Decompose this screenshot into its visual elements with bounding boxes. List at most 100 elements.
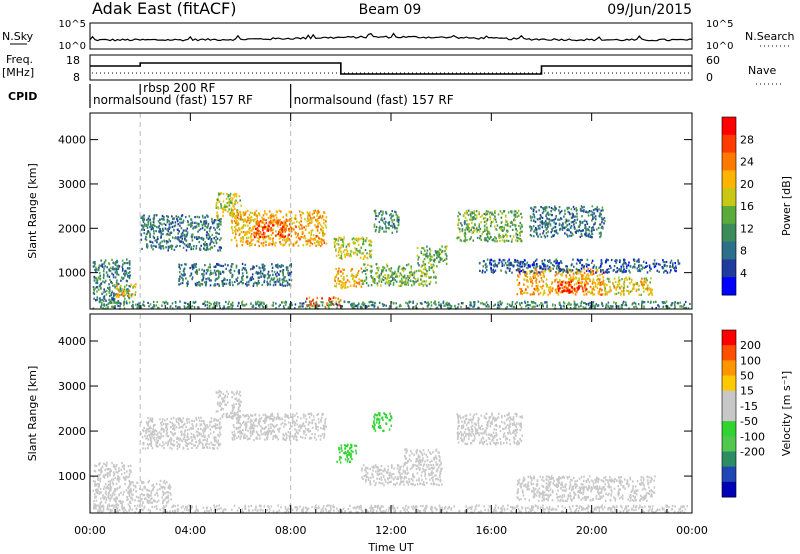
data-cell: [554, 225, 556, 229]
data-cell: [580, 300, 583, 303]
data-cell: [103, 261, 106, 264]
data-cell: [556, 286, 559, 289]
data-cell: [116, 293, 119, 296]
data-cell: [661, 266, 663, 269]
data-cell: [179, 244, 181, 248]
data-cell: [101, 265, 104, 268]
data-cell: [188, 306, 191, 309]
data-cell: [278, 279, 281, 282]
data-cell: [334, 285, 336, 288]
data-cell: [256, 226, 259, 229]
data-cell: [417, 262, 419, 265]
data-cell: [273, 242, 275, 245]
data-cell: [352, 237, 355, 240]
data-cell: [381, 278, 384, 281]
data-cell: [334, 279, 336, 283]
data-cell: [236, 220, 238, 223]
data-cell: [573, 303, 576, 306]
data-cell: [617, 291, 620, 294]
data-cell: [614, 293, 616, 296]
data-cell: [501, 229, 504, 232]
data-cell: [268, 242, 271, 245]
data-cell: [392, 226, 394, 229]
data-cell: [530, 234, 533, 237]
data-cell: [636, 267, 639, 270]
data-cell: [122, 263, 124, 266]
data-cell: [92, 261, 95, 264]
data-cell: [109, 486, 112, 489]
data-cell: [191, 235, 194, 238]
data-cell: [205, 277, 207, 281]
data-cell: [118, 499, 120, 503]
data-cell: [262, 226, 264, 229]
data-cell: [519, 263, 521, 266]
data-cell: [176, 220, 179, 223]
data-cell: [116, 287, 119, 290]
data-cell: [604, 293, 607, 296]
data-cell: [313, 238, 315, 241]
data-cell: [308, 296, 311, 299]
data-cell: [293, 228, 295, 231]
data-cell: [613, 277, 616, 280]
data-cell: [321, 217, 323, 220]
data-cell: [557, 218, 559, 221]
data-cell: [495, 264, 497, 267]
data-cell: [620, 270, 623, 273]
data-cell: [327, 302, 329, 305]
data-cell: [474, 214, 476, 217]
data-cell: [533, 271, 536, 274]
data-cell: [619, 287, 621, 290]
data-cell: [178, 265, 180, 269]
data-cell: [213, 226, 215, 229]
data-cell: [391, 215, 393, 218]
data-cell: [555, 229, 558, 232]
data-cell: [423, 268, 425, 271]
data-cell: [245, 303, 248, 306]
data-cell: [333, 245, 336, 248]
data-cell: [328, 304, 330, 307]
data-cell: [283, 236, 285, 239]
data-cell: [219, 307, 221, 310]
data-cell: [472, 231, 475, 234]
data-cell: [646, 271, 649, 274]
data-cell: [265, 305, 268, 308]
data-cell: [257, 300, 259, 303]
data-cell: [374, 230, 377, 233]
data-cell: [479, 235, 482, 238]
data-cell: [615, 258, 617, 262]
data-cell: [483, 220, 486, 223]
data-cell: [496, 240, 498, 243]
data-cell: [382, 268, 385, 272]
data-cell: [426, 255, 428, 258]
data-cell: [627, 289, 630, 293]
data-cell: [536, 263, 538, 266]
data-cell: [162, 229, 164, 232]
data-cell: [268, 237, 270, 240]
data-cell: [177, 223, 179, 226]
data-cell: [403, 274, 406, 277]
data-cell: [103, 267, 105, 270]
data-cell: [577, 287, 580, 291]
data-cell: [309, 211, 311, 214]
data-cell: [342, 250, 345, 253]
data-cell: [354, 251, 357, 254]
y-axis-title: Slant Range [km]: [26, 163, 39, 259]
data-cell: [115, 301, 118, 304]
data-cell: [375, 228, 377, 231]
data-cell: [615, 261, 617, 264]
data-cell: [437, 253, 440, 256]
data-cell: [292, 243, 294, 246]
data-cell: [340, 257, 342, 260]
data-cell: [520, 288, 523, 291]
data-cell: [378, 212, 381, 215]
data-cell: [104, 265, 106, 268]
data-cell: [379, 228, 381, 231]
data-cell: [380, 218, 382, 221]
data-cell: [92, 265, 95, 268]
data-cell: [566, 224, 569, 227]
data-cell: [149, 303, 152, 306]
data-cell: [248, 242, 250, 245]
data-cell: [113, 306, 115, 309]
data-cell: [232, 232, 234, 235]
data-cell: [426, 245, 428, 248]
